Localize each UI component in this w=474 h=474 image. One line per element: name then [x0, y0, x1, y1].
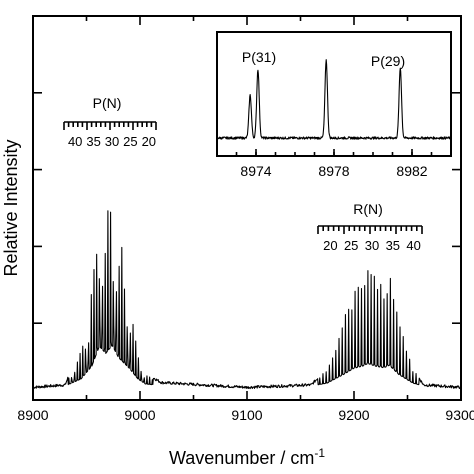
branch-scale-label: 25 — [123, 134, 137, 149]
branch-scale-label: 20 — [323, 238, 337, 253]
branch-scale-label: 30 — [365, 238, 379, 253]
branch-scale-label: 20 — [142, 134, 156, 149]
inset-annotation-p31: P(31) — [242, 49, 276, 65]
x-axis-title: Wavenumber / cm-1 — [169, 446, 325, 468]
x-tick-label: 8900 — [17, 407, 48, 423]
y-axis-ticks — [33, 92, 461, 325]
branch-scale-label: 25 — [344, 238, 358, 253]
branch-scale-label: 35 — [386, 238, 400, 253]
inset-x-tick-label: 8974 — [240, 163, 271, 179]
x-tick-label: 9000 — [124, 407, 155, 423]
p-branch-label: P(N) — [93, 95, 122, 111]
inset-trace — [216, 59, 452, 140]
inset-x-tick-label: 8978 — [318, 163, 349, 179]
spectrum-trace — [32, 210, 462, 390]
r-branch-scale: R(N) 20 25 30 35 40 — [317, 201, 423, 253]
x-axis-ticks: 8900 9000 9100 9200 9300 — [17, 16, 474, 423]
x-tick-label: 9300 — [445, 407, 474, 423]
inset-x-axis-ticks: 8974 8978 8982 — [216, 149, 452, 179]
branch-scale-label: 40 — [406, 238, 420, 253]
r-branch-label: R(N) — [353, 201, 383, 217]
x-tick-label: 9200 — [338, 407, 369, 423]
branch-scale-label: 30 — [105, 134, 119, 149]
branch-scale-label: 35 — [86, 134, 100, 149]
inset-x-tick-label: 8982 — [396, 163, 427, 179]
y-axis-title: Relative Intensity — [1, 139, 21, 276]
branch-scale-label: 40 — [68, 134, 82, 149]
p-branch-scale: P(N) 40 35 30 25 20 — [63, 95, 157, 149]
x-tick-label: 9100 — [231, 407, 262, 423]
inset-annotation-p29: P(29) — [371, 53, 405, 69]
